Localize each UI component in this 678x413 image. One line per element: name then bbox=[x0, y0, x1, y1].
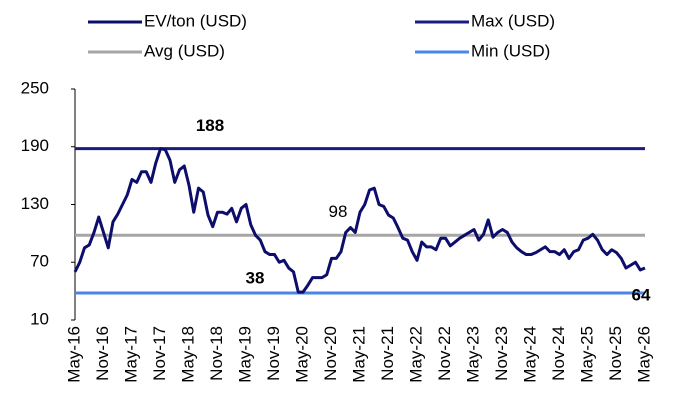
x-tick-label: Nov-16 bbox=[93, 326, 112, 381]
x-tick-label: May-16 bbox=[64, 326, 83, 383]
x-tick-label: May-21 bbox=[349, 326, 368, 383]
x-tick-label: May-22 bbox=[406, 326, 425, 383]
x-tick-label: Nov-22 bbox=[435, 326, 454, 381]
reference-label: 38 bbox=[246, 269, 265, 288]
x-tick-label: Nov-21 bbox=[378, 326, 397, 381]
x-tick-label: Nov-17 bbox=[150, 326, 169, 381]
x-tick-label: May-20 bbox=[292, 326, 311, 383]
legend-label: Max (USD) bbox=[471, 11, 555, 30]
x-tick-label: Nov-19 bbox=[264, 326, 283, 381]
data-label: 64 bbox=[632, 286, 651, 305]
y-tick-label: 70 bbox=[30, 252, 49, 271]
x-tick-label: May-17 bbox=[121, 326, 140, 383]
y-tick-label: 10 bbox=[30, 309, 49, 328]
x-tick-label: May-26 bbox=[634, 326, 653, 383]
x-tick-label: Nov-23 bbox=[492, 326, 511, 381]
data-line bbox=[73, 147, 646, 294]
x-tick-label: May-19 bbox=[235, 326, 254, 383]
x-tick-label: Nov-20 bbox=[321, 326, 340, 381]
y-tick-label: 130 bbox=[21, 194, 49, 213]
reference-label: 98 bbox=[329, 202, 348, 221]
y-tick-label: 250 bbox=[21, 78, 49, 97]
legend-label: Avg (USD) bbox=[144, 41, 225, 60]
x-tick-label: May-18 bbox=[178, 326, 197, 383]
x-tick-label: May-24 bbox=[520, 326, 539, 383]
legend-label: Min (USD) bbox=[471, 41, 550, 60]
x-tick-label: May-25 bbox=[577, 326, 596, 383]
x-tick-label: May-23 bbox=[463, 326, 482, 383]
x-tick-label: Nov-18 bbox=[207, 326, 226, 381]
y-tick-label: 190 bbox=[21, 136, 49, 155]
reference-label: 188 bbox=[196, 116, 224, 135]
x-tick-label: Nov-24 bbox=[549, 326, 568, 381]
x-tick-label: Nov-25 bbox=[606, 326, 625, 381]
legend-label: EV/ton (USD) bbox=[144, 11, 247, 30]
